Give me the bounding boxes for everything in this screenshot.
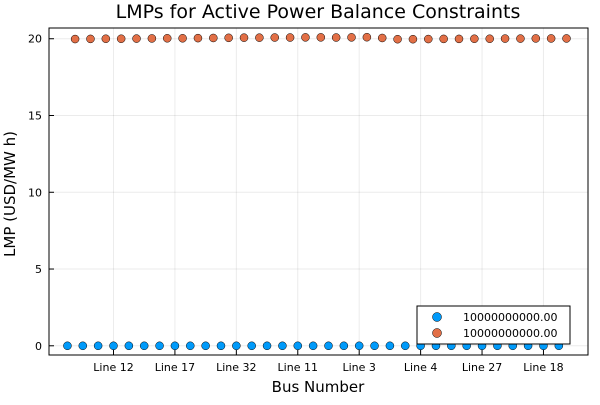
plot-frame (48, 27, 589, 356)
data-point-series-1 (78, 341, 88, 351)
data-point-series-2 (331, 33, 341, 42)
data-point-series-2 (255, 33, 264, 42)
data-point-series-1 (401, 341, 410, 351)
legend: 10000000000.00 10000000000.00 (416, 305, 571, 345)
data-point-series-2 (224, 33, 233, 43)
data-point-series-2 (209, 33, 218, 43)
legend-box (416, 305, 571, 345)
data-point-series-2 (562, 34, 571, 43)
x-tick-label: Line 32 (216, 361, 256, 374)
legend-marker (432, 328, 442, 338)
data-point-series-2 (132, 34, 141, 43)
data-point-series-1 (63, 341, 72, 351)
legend-label: 10000000000.00 (463, 311, 557, 324)
x-axis-label: Bus Number (272, 378, 365, 396)
data-point-series-1 (93, 341, 103, 351)
data-point-series-2 (70, 34, 80, 44)
data-point-series-1 (170, 341, 180, 351)
x-tick-label: Line 11 (278, 361, 318, 374)
data-point-series-2 (193, 33, 203, 43)
data-point-series-2 (316, 33, 326, 42)
data-point-series-2 (301, 33, 310, 42)
data-point-series-2 (377, 33, 387, 43)
data-point-series-2 (362, 32, 372, 42)
data-point-series-1 (278, 341, 287, 351)
x-tick-label: Line 3 (342, 361, 375, 374)
data-point-series-2 (485, 34, 494, 43)
data-point-series-2 (424, 34, 433, 44)
legend-label: 10000000000.00 (463, 327, 557, 340)
data-point-series-1 (293, 341, 303, 351)
data-point-series-2 (408, 34, 418, 44)
data-point-series-2 (393, 34, 402, 44)
data-point-series-1 (370, 341, 379, 351)
data-point-series-1 (216, 341, 226, 351)
data-points (63, 32, 571, 351)
data-point-series-2 (178, 34, 187, 43)
data-point-series-2 (147, 34, 157, 43)
data-point-series-2 (116, 34, 126, 43)
data-point-series-1 (124, 341, 134, 351)
y-tick-label: 10 (28, 186, 42, 199)
data-point-series-2 (285, 33, 295, 42)
data-point-series-2 (439, 34, 448, 44)
data-point-series-1 (186, 341, 195, 351)
data-point-series-2 (516, 34, 525, 43)
y-tick-label: 15 (28, 110, 42, 123)
data-point-series-2 (546, 34, 556, 43)
data-point-series-1 (155, 341, 164, 351)
data-point-series-1 (324, 341, 333, 351)
data-point-series-1 (232, 341, 241, 351)
data-point-series-1 (139, 341, 149, 351)
data-point-series-2 (239, 33, 249, 42)
y-tick-label: 5 (35, 263, 42, 276)
data-point-series-1 (354, 341, 364, 351)
y-tick-label: 0 (35, 340, 42, 353)
data-point-series-1 (247, 341, 256, 351)
data-point-series-1 (385, 341, 395, 351)
data-point-series-1 (109, 341, 118, 351)
data-point-series-2 (531, 34, 541, 43)
y-tick-label: 20 (28, 33, 42, 46)
data-point-series-2 (162, 34, 172, 43)
x-tick-label: Line 12 (93, 361, 133, 374)
x-tick-label: Line 18 (523, 361, 563, 374)
y-axis-label: LMP (USD/MW h) (1, 131, 19, 257)
data-point-series-1 (339, 341, 349, 351)
data-point-series-2 (347, 33, 356, 42)
legend-marker (432, 312, 442, 322)
data-point-series-2 (470, 34, 479, 43)
chart-title: LMPs for Active Power Balance Constraint… (116, 1, 521, 23)
data-point-series-2 (454, 34, 464, 44)
data-point-series-1 (201, 341, 210, 351)
data-point-series-2 (270, 33, 279, 42)
x-tick-label: Line 4 (404, 361, 437, 374)
data-point-series-2 (500, 34, 510, 43)
data-point-series-2 (101, 34, 111, 43)
x-tick-label: Line 27 (462, 361, 502, 374)
data-point-series-1 (262, 341, 272, 351)
x-tick-label: Line 17 (155, 361, 195, 374)
data-point-series-1 (308, 341, 318, 351)
data-point-series-2 (86, 34, 95, 44)
axis-ticks: 0 5 10 15 20 Line 12 Line 17 Line 32 Line 11 Line… (28, 33, 564, 374)
